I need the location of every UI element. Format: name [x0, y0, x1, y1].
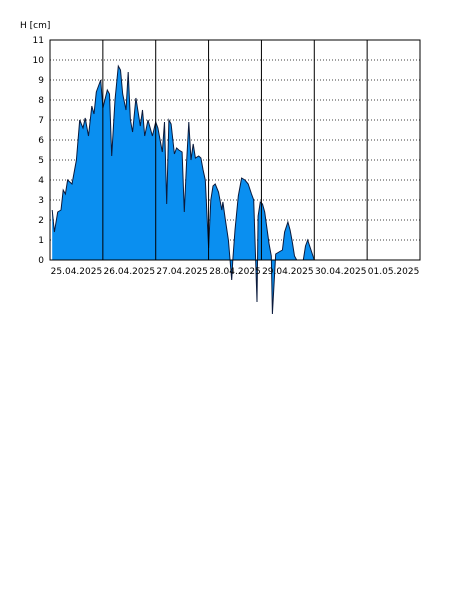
plot-border: [49, 39, 421, 261]
series-line: [51, 64, 315, 315]
x-tick-label: 26.04.2025: [104, 267, 156, 277]
x-tick-label: 27.04.2025: [156, 267, 208, 277]
y-tick-label: 9: [38, 76, 44, 86]
water-level-area: [51, 64, 315, 315]
x-tick-labels: 25.04.2025 26.04.2025 27.04.2025 28.04.2025…: [51, 267, 420, 277]
y-tick-label: 5: [38, 156, 44, 166]
y-tick-label: 10: [33, 56, 45, 66]
x-tick-label: 25.04.2025: [51, 267, 103, 277]
y-tick-label: 3: [38, 196, 44, 206]
y-tick-label: 7: [38, 116, 44, 126]
y-axis-label: H [cm]: [20, 21, 50, 31]
y-tick-label: 8: [38, 96, 44, 106]
vertical-gridlines: [102, 40, 368, 260]
y-tick-label: 1: [38, 236, 44, 246]
x-tick-label: 01.05.2025: [368, 267, 420, 277]
x-tick-label: 29.04.2025: [262, 267, 314, 277]
y-tick-label: 4: [38, 176, 44, 186]
x-tick-label: 28.04.2025: [209, 267, 261, 277]
y-tick-label: 11: [33, 36, 44, 46]
y-tick-labels: 0 1 2 3 4 5 6 7 8 9 10 11: [33, 36, 45, 266]
y-tick-label: 0: [38, 256, 44, 266]
plot-frame: [49, 39, 421, 261]
x-tick-label: 30.04.2025: [315, 267, 367, 277]
y-tick-label: 6: [38, 136, 44, 146]
y-tick-label: 2: [38, 216, 44, 226]
